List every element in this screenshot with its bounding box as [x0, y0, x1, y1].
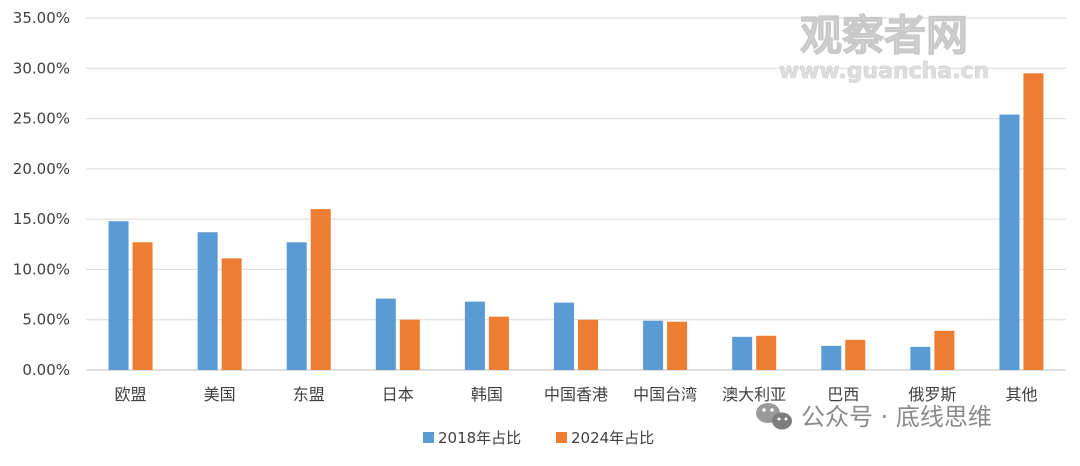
bars [108, 73, 1044, 371]
bar-2024 [399, 319, 420, 370]
bar-2024 [667, 321, 688, 370]
bar-2018 [197, 232, 218, 370]
x-tick-label: 中国台湾 [633, 385, 697, 404]
bar-2018 [286, 242, 307, 370]
bar-2018 [375, 298, 396, 370]
legend-swatch-2018 [423, 432, 434, 443]
y-tick-label: 35.00% [13, 9, 70, 27]
legend: 2018年占比 2024年占比 [423, 429, 654, 447]
x-tick-label: 韩国 [471, 385, 503, 404]
x-tick-label: 澳大利亚 [722, 385, 786, 404]
x-tick-label: 美国 [204, 385, 236, 404]
bar-2024 [310, 209, 331, 370]
y-tick-label: 30.00% [13, 59, 70, 77]
bar-2018 [732, 336, 753, 370]
y-tick-label: 20.00% [13, 160, 70, 178]
bar-2018 [821, 345, 842, 370]
y-tick-label: 5.00% [22, 311, 70, 329]
legend-swatch-2024 [556, 432, 567, 443]
bar-2018 [999, 114, 1020, 370]
bar-2024 [845, 339, 866, 370]
bar-2024 [221, 258, 242, 370]
bar-2018 [910, 346, 931, 370]
credit-text: 公众号 · 底线思维 [801, 403, 992, 431]
bar-2024 [1023, 73, 1044, 371]
x-tick-label: 中国香港 [544, 385, 608, 404]
legend-label-2018: 2018年占比 [438, 429, 521, 447]
y-tick-label: 0.00% [22, 361, 70, 379]
bar-2018 [554, 302, 574, 370]
x-tick-label: 日本 [382, 385, 414, 404]
watermark: 观察者网 www.guancha.cn [778, 11, 989, 85]
watermark-url: www.guancha.cn [779, 59, 989, 84]
bar-2018 [464, 301, 485, 370]
credit: 公众号 · 底线思维 [756, 403, 992, 431]
y-axis-ticks: 0.00% 5.00% 10.00% 15.00% 20.00% 25.00% 30.00%… [13, 9, 70, 379]
legend-label-2024: 2024年占比 [571, 429, 654, 447]
y-tick-label: 25.00% [13, 110, 70, 128]
y-tick-label: 10.00% [13, 260, 70, 278]
bar-2024 [578, 319, 598, 370]
y-tick-label: 15.00% [13, 210, 70, 228]
bar-2018 [108, 221, 129, 370]
x-tick-label: 其他 [1005, 385, 1037, 404]
bar-2024 [132, 242, 153, 370]
x-axis-ticks: 欧盟 美国 东盟 日本 韩国 中国香港 中国台湾 澳大利亚 巴西 俄罗斯 其他 [115, 385, 1038, 404]
x-tick-label: 巴西 [827, 385, 859, 404]
wechat-icon [756, 403, 792, 430]
x-tick-label: 俄罗斯 [908, 385, 956, 404]
x-tick-label: 东盟 [293, 385, 325, 404]
x-tick-label: 欧盟 [115, 385, 147, 404]
bar-2024 [488, 316, 509, 370]
watermark-logo: 观察者网 [800, 11, 968, 60]
bar-2024 [756, 335, 777, 370]
bar-2018 [643, 320, 664, 370]
gridlines [86, 17, 1066, 371]
bar-2024 [934, 330, 955, 370]
